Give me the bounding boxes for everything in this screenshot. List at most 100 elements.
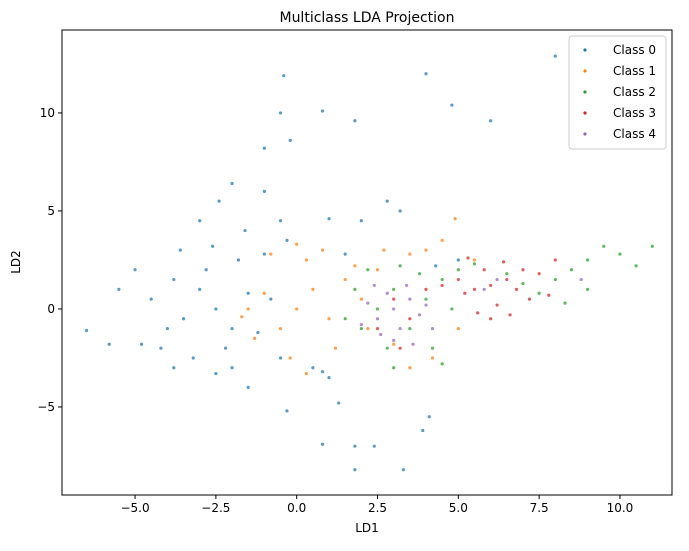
point: [191, 356, 195, 360]
point: [392, 307, 396, 311]
point: [472, 287, 477, 291]
legend-marker: [583, 48, 587, 52]
point: [505, 277, 509, 282]
y-tick-label: 5: [47, 204, 55, 218]
legend-marker: [583, 111, 587, 115]
point: [366, 268, 370, 272]
point: [392, 287, 396, 291]
x-tick-label: 5.0: [449, 501, 468, 515]
point: [366, 326, 370, 331]
point: [181, 317, 186, 321]
point: [278, 326, 283, 331]
legend-box: [568, 35, 667, 150]
point: [482, 268, 486, 272]
point: [417, 272, 422, 276]
legend-marker: [583, 132, 587, 136]
point: [278, 356, 283, 360]
legend-label: Class 1: [613, 64, 656, 78]
point: [288, 356, 292, 360]
point: [508, 313, 512, 317]
point: [375, 268, 380, 272]
point: [440, 277, 444, 282]
point: [453, 217, 457, 221]
point: [408, 326, 412, 331]
point: [269, 252, 273, 256]
point: [375, 307, 380, 311]
point: [466, 256, 470, 260]
point: [327, 317, 331, 321]
point: [204, 268, 208, 272]
chart-title: Multiclass LDA Projection: [279, 10, 454, 26]
point: [430, 346, 435, 350]
point: [278, 111, 283, 115]
point: [424, 287, 428, 291]
point: [489, 317, 493, 321]
point: [359, 323, 363, 327]
point: [408, 366, 412, 370]
point: [84, 328, 89, 333]
point: [379, 332, 383, 337]
point: [304, 258, 308, 262]
point: [430, 326, 435, 331]
y-tick-label: −5: [37, 400, 55, 414]
point: [359, 219, 363, 223]
point: [295, 307, 299, 311]
point: [246, 385, 250, 389]
point: [398, 264, 402, 268]
point: [366, 301, 370, 305]
point: [424, 72, 428, 76]
point: [618, 252, 622, 256]
point: [537, 291, 541, 295]
point: [320, 109, 325, 113]
point: [385, 199, 389, 203]
point: [450, 103, 454, 107]
y-axis-label: LD2: [9, 250, 23, 274]
point: [650, 244, 654, 248]
point: [253, 336, 257, 340]
point: [401, 468, 405, 472]
legend-label: Class 2: [613, 85, 656, 99]
x-axis-label: LD1: [355, 521, 379, 535]
y-tick-label: 0: [47, 302, 55, 316]
point: [343, 317, 347, 321]
point: [149, 297, 153, 301]
point: [262, 291, 266, 295]
point: [214, 372, 218, 376]
point: [230, 181, 234, 186]
point: [527, 297, 532, 301]
point: [602, 244, 606, 248]
point: [404, 283, 409, 288]
point: [553, 54, 557, 58]
point: [456, 268, 460, 272]
point: [489, 119, 493, 123]
point: [262, 146, 266, 150]
point: [172, 277, 176, 282]
legend-label: Class 4: [613, 127, 656, 141]
point: [553, 277, 557, 282]
point: [246, 291, 250, 295]
point: [482, 287, 486, 291]
point: [456, 258, 460, 262]
point: [424, 297, 428, 301]
point: [214, 307, 218, 311]
x-tick-label: 10.0: [607, 501, 634, 515]
point: [476, 311, 480, 315]
point: [489, 283, 493, 288]
point: [440, 238, 444, 242]
point: [240, 315, 244, 319]
point: [547, 293, 551, 297]
point: [440, 283, 444, 288]
plot-frame: [61, 29, 673, 496]
point: [353, 468, 357, 472]
point: [285, 409, 289, 413]
point: [392, 338, 396, 342]
point: [392, 366, 396, 370]
point: [372, 444, 376, 448]
point: [133, 268, 137, 272]
point: [269, 297, 273, 301]
point: [337, 401, 341, 405]
point: [211, 244, 215, 248]
point: [408, 317, 412, 321]
point: [372, 283, 376, 288]
